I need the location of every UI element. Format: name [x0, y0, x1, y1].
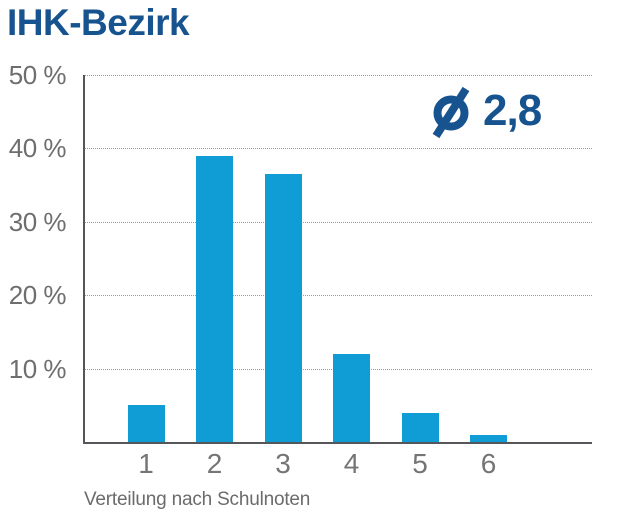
x-axis-line: [83, 442, 592, 444]
x-axis-tick-label: 6: [480, 448, 497, 479]
bar-grade-1: [127, 405, 165, 442]
y-axis-tick-label: 50 %: [8, 60, 67, 90]
y-axis-tick-label: 10 %: [8, 353, 67, 384]
bar-grade-4: [333, 353, 370, 442]
gridline: [85, 148, 592, 150]
y-axis-tick-label: 20 %: [8, 280, 67, 311]
average-value: 2,8: [483, 86, 542, 135]
x-axis-tick-label: 1: [138, 448, 154, 479]
bar-grade-6: [470, 434, 507, 442]
gridline: [85, 75, 592, 76]
average-badge: 2,8: [430, 84, 542, 139]
gridline: [85, 295, 592, 297]
y-axis-tick-label: 40 %: [8, 133, 67, 164]
chart-caption: Verteilung nach Schulnoten: [84, 489, 311, 510]
gridline: [85, 221, 592, 223]
page-title: IHK-Bezirk: [7, 2, 190, 43]
y-axis-tick-label: 30 %: [8, 206, 67, 237]
x-axis-tick-label: 5: [412, 448, 428, 479]
y-axis-line: [83, 75, 85, 442]
x-axis-tick-label: 2: [206, 448, 223, 479]
x-axis-tick-label: 3: [275, 448, 291, 479]
diameter-icon: [432, 86, 470, 139]
x-axis-tick-label: 4: [343, 448, 360, 479]
bar-grade-3: [264, 174, 302, 442]
chart-plot: [83, 75, 592, 444]
bar-grade-2: [196, 155, 233, 442]
bar-grade-5: [401, 412, 439, 442]
